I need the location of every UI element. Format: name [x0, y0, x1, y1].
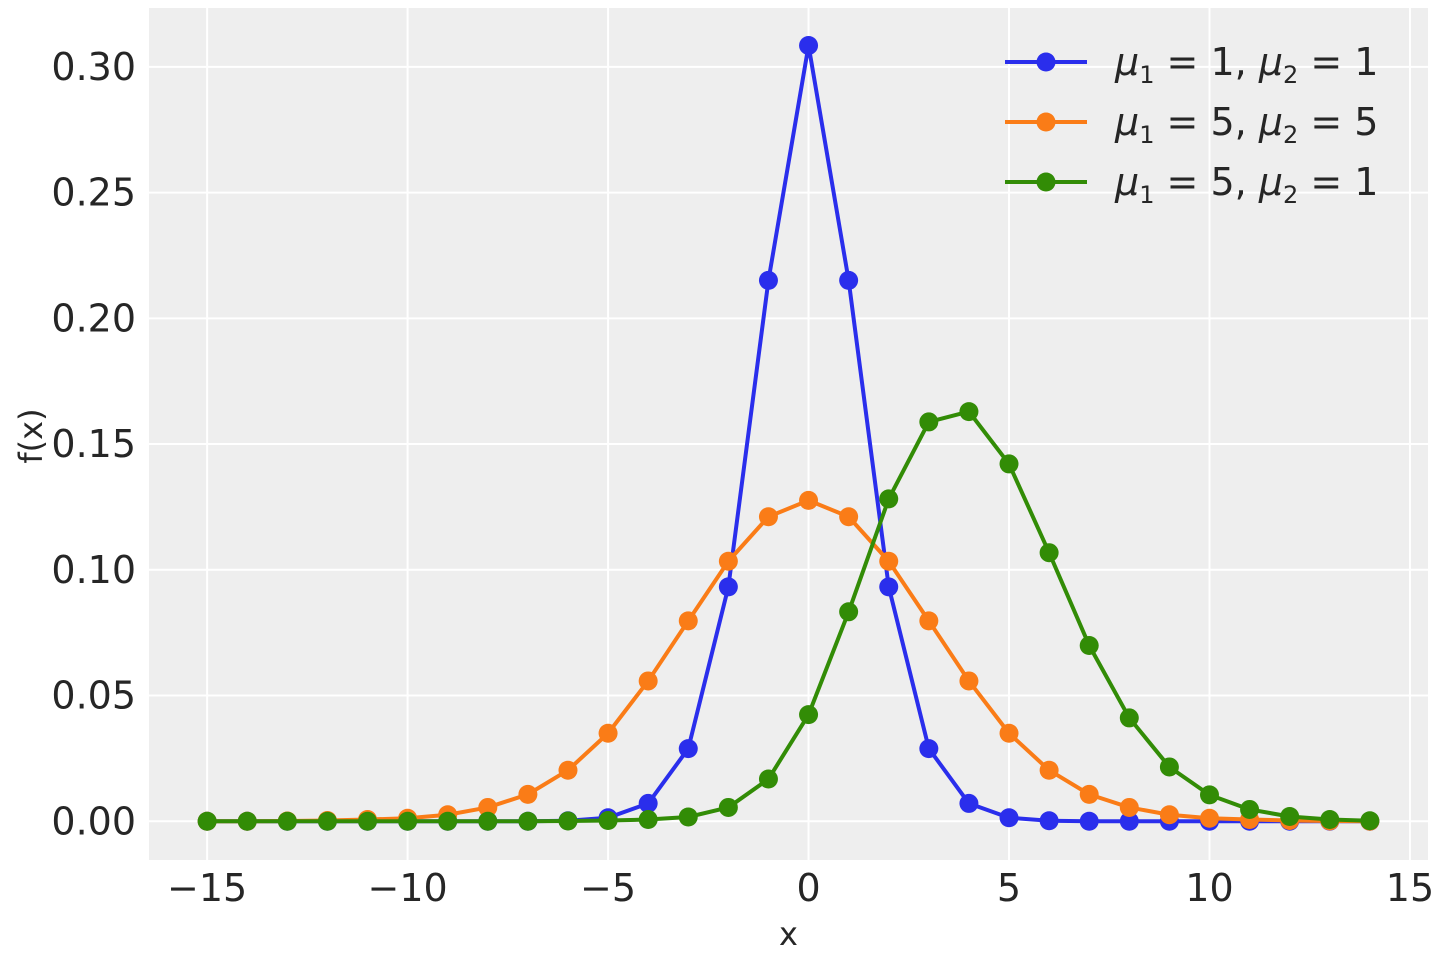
data-point [758, 769, 778, 789]
data-point [1039, 543, 1059, 563]
series-layer [197, 35, 1380, 831]
legend-label: μ1 = 5, μ2 = 5 [1114, 100, 1378, 149]
data-point [478, 797, 498, 817]
data-point [678, 611, 698, 631]
data-point [758, 507, 778, 527]
data-point [1199, 785, 1219, 805]
data-point [678, 807, 698, 827]
y-tick-label: 0.20 [51, 296, 136, 340]
data-point [317, 811, 337, 831]
x-axis-label: x [779, 915, 798, 953]
legend-item: μ1 = 1, μ2 = 1 [1005, 40, 1378, 89]
legend-label: μ1 = 5, μ2 = 1 [1114, 160, 1378, 209]
data-point [1039, 760, 1059, 780]
data-point [919, 412, 939, 432]
tick-labels: −15 −10 −5 0 5 10 15 0.00 0.05 0.10 0.15 0.20 0.25 0.… [51, 45, 1434, 910]
data-point [799, 35, 819, 55]
x-tick-label: −5 [580, 866, 636, 910]
data-point [839, 507, 859, 527]
data-point [919, 739, 939, 759]
data-point [839, 270, 859, 290]
data-point [959, 793, 979, 813]
data-point [999, 808, 1019, 828]
data-point [277, 811, 297, 831]
data-point [1119, 811, 1139, 831]
data-point [999, 723, 1019, 743]
legend-marker [1036, 52, 1056, 72]
y-axis-label: f(x) [12, 408, 50, 463]
y-tick-label: 0.10 [51, 548, 136, 592]
data-point [1119, 797, 1139, 817]
series-3 [197, 402, 1380, 831]
y-tick-label: 0.05 [51, 674, 136, 718]
x-tick-label: −10 [368, 866, 448, 910]
legend-marker [1036, 172, 1056, 192]
data-point [638, 671, 658, 691]
x-tick-label: 10 [1185, 866, 1233, 910]
legend-item: μ1 = 5, μ2 = 1 [1005, 160, 1378, 209]
data-point [1079, 811, 1099, 831]
data-point [1199, 808, 1219, 828]
data-point [799, 490, 819, 510]
data-point [1159, 757, 1179, 777]
data-point [1119, 708, 1139, 728]
legend-label: μ1 = 1, μ2 = 1 [1114, 40, 1378, 89]
data-point [758, 270, 778, 290]
data-point [718, 551, 738, 571]
data-point [1320, 810, 1340, 830]
x-tick-label: 15 [1386, 866, 1434, 910]
data-point [879, 577, 899, 597]
legend-item: μ1 = 5, μ2 = 5 [1005, 100, 1378, 149]
data-point [678, 739, 698, 759]
data-point [718, 797, 738, 817]
x-tick-label: 5 [997, 866, 1021, 910]
data-point [518, 784, 538, 804]
x-tick-label: 0 [796, 866, 820, 910]
data-point [478, 811, 498, 831]
data-point [999, 454, 1019, 474]
data-point [558, 811, 578, 831]
data-point [638, 810, 658, 830]
plot-background [149, 8, 1428, 860]
data-point [558, 760, 578, 780]
data-point [598, 811, 618, 831]
data-point [1280, 806, 1300, 826]
data-point [1079, 784, 1099, 804]
data-point [799, 705, 819, 725]
data-point [1240, 799, 1260, 819]
data-point [1079, 635, 1099, 655]
y-tick-label: 0.30 [51, 45, 136, 89]
data-point [237, 811, 257, 831]
data-point [1159, 805, 1179, 825]
data-point [959, 402, 979, 422]
legend-marker [1036, 112, 1056, 132]
data-point [879, 551, 899, 571]
data-point [1360, 811, 1380, 831]
data-point [438, 811, 458, 831]
data-point [959, 671, 979, 691]
legend: μ1 = 1, μ2 = 1 μ1 = 5, μ2 = 5 μ1 = 5, μ2 =… [1005, 40, 1378, 209]
data-point [718, 577, 738, 597]
data-point [598, 723, 618, 743]
y-tick-label: 0.15 [51, 422, 136, 466]
data-point [518, 811, 538, 831]
data-point [358, 811, 378, 831]
y-tick-label: 0.00 [51, 799, 136, 843]
data-point [839, 602, 859, 622]
x-tick-label: −15 [167, 866, 247, 910]
data-point [197, 811, 217, 831]
y-tick-label: 0.25 [51, 171, 136, 215]
data-point [398, 811, 418, 831]
data-point [638, 793, 658, 813]
data-point [919, 611, 939, 631]
data-point [879, 489, 899, 509]
data-point [1039, 811, 1059, 831]
